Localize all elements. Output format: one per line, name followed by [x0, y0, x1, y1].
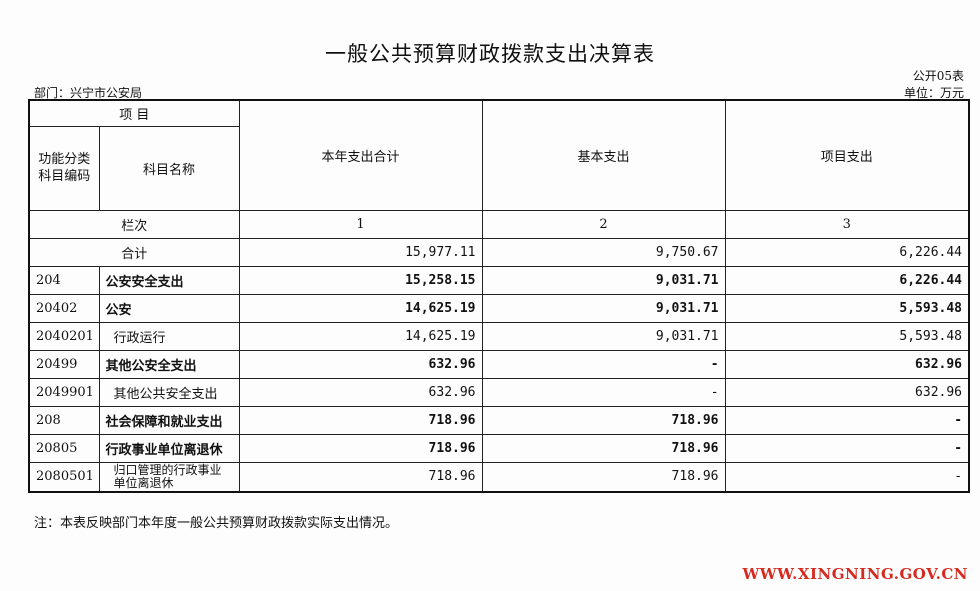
row-code: 208 [28, 405, 100, 435]
row-name: 行政运行 [98, 321, 240, 351]
table-row: 20402 公安 14,625.19 9,031.71 5,593.48 [28, 293, 971, 323]
row-project: 6,226.44 [724, 265, 971, 295]
index-2: 2 [481, 209, 726, 239]
row-project: 5,593.48 [724, 321, 971, 351]
index-3: 3 [724, 209, 971, 239]
table-row: 208 社会保障和就业支出 718.96 718.96 - [28, 405, 971, 435]
header-col-basic: 基本支出 [481, 99, 726, 211]
total-basic: 9,750.67 [481, 237, 726, 267]
index-1: 1 [238, 209, 483, 239]
table-row: 204 公安安全支出 15,258.15 9,031.71 6,226.44 [28, 265, 971, 295]
page-title: 一般公共预算财政拨款支出决算表 [325, 42, 655, 66]
site-watermark: WWW.XINGNING.GOV.CN [742, 565, 968, 583]
row-code: 2080501 [28, 461, 100, 493]
header-func-code: 功能分类科目编码 [28, 125, 100, 211]
total-row: 合计 15,977.11 9,750.67 6,226.44 [27, 237, 971, 267]
row-total: 718.96 [238, 433, 483, 463]
index-row: 栏次 1 2 3 [27, 209, 971, 239]
row-basic: 9,031.71 [481, 293, 726, 323]
total-label: 合计 [27, 237, 240, 267]
row-total: 632.96 [238, 349, 483, 379]
header-subject-name: 科目名称 [98, 125, 240, 211]
row-basic: - [481, 349, 726, 379]
row-project: - [724, 433, 971, 463]
header-col-project: 项目支出 [724, 99, 971, 211]
expenditure-table: 项 目 本年支出合计 基本支出 项目支出 功能分类科目编码 科目名称 栏次 1 … [27, 99, 971, 493]
row-name: 其他公共安全支出 [98, 377, 240, 407]
row-project: 5,593.48 [724, 293, 971, 323]
row-name: 公安安全支出 [98, 265, 240, 295]
row-name: 其他公安全支出 [98, 349, 240, 379]
row-total: 718.96 [238, 461, 483, 493]
form-code: 公开05表 [912, 69, 964, 83]
header-col-total: 本年支出合计 [238, 99, 483, 211]
table-row: 20805 行政事业单位离退休 718.96 718.96 - [28, 433, 971, 463]
row-basic: 718.96 [481, 405, 726, 435]
header-project: 项 目 [27, 99, 240, 127]
row-project: - [724, 461, 971, 493]
department-label: 部门：兴宁市公安局 [34, 86, 143, 100]
row-code: 2040201 [28, 321, 100, 351]
row-basic: - [481, 377, 726, 407]
row-code: 20805 [28, 433, 100, 463]
row-basic: 718.96 [481, 461, 726, 493]
row-total: 15,258.15 [238, 265, 483, 295]
footnote: 注：本表反映部门本年度一般公共预算财政拨款实际支出情况。 [34, 516, 399, 531]
row-code: 20499 [28, 349, 100, 379]
table-row: 20499 其他公安全支出 632.96 - 632.96 [28, 349, 971, 379]
row-basic: 718.96 [481, 433, 726, 463]
row-name: 行政事业单位离退休 [98, 433, 240, 463]
header-row-project: 项 目 本年支出合计 基本支出 项目支出 [27, 99, 971, 211]
table-row: 2040201 行政运行 14,625.19 9,031.71 5,593.48 [28, 321, 971, 351]
header-row-subject: 功能分类科目编码 科目名称 [28, 125, 969, 211]
row-code: 20402 [28, 293, 100, 323]
unit-label: 单位：万元 [903, 86, 964, 100]
row-name: 公安 [98, 293, 240, 323]
total-sum: 15,977.11 [238, 237, 483, 267]
table-row: 2080501 归口管理的行政事业单位离退休 718.96 718.96 - [28, 461, 971, 493]
row-project: 632.96 [724, 377, 971, 407]
table-row: 2049901 其他公共安全支出 632.96 - 632.96 [28, 377, 971, 407]
total-project: 6,226.44 [724, 237, 971, 267]
row-basic: 9,031.71 [481, 265, 726, 295]
row-code: 2049901 [28, 377, 100, 407]
row-project: - [724, 405, 971, 435]
row-total: 14,625.19 [238, 293, 483, 323]
index-label: 栏次 [27, 209, 240, 239]
row-total: 718.96 [238, 405, 483, 435]
row-total: 14,625.19 [238, 321, 483, 351]
row-name: 社会保障和就业支出 [98, 405, 240, 435]
row-basic: 9,031.71 [481, 321, 726, 351]
row-name: 归口管理的行政事业单位离退休 [98, 461, 240, 493]
row-code: 204 [28, 265, 100, 295]
row-total: 632.96 [238, 377, 483, 407]
row-project: 632.96 [724, 349, 971, 379]
